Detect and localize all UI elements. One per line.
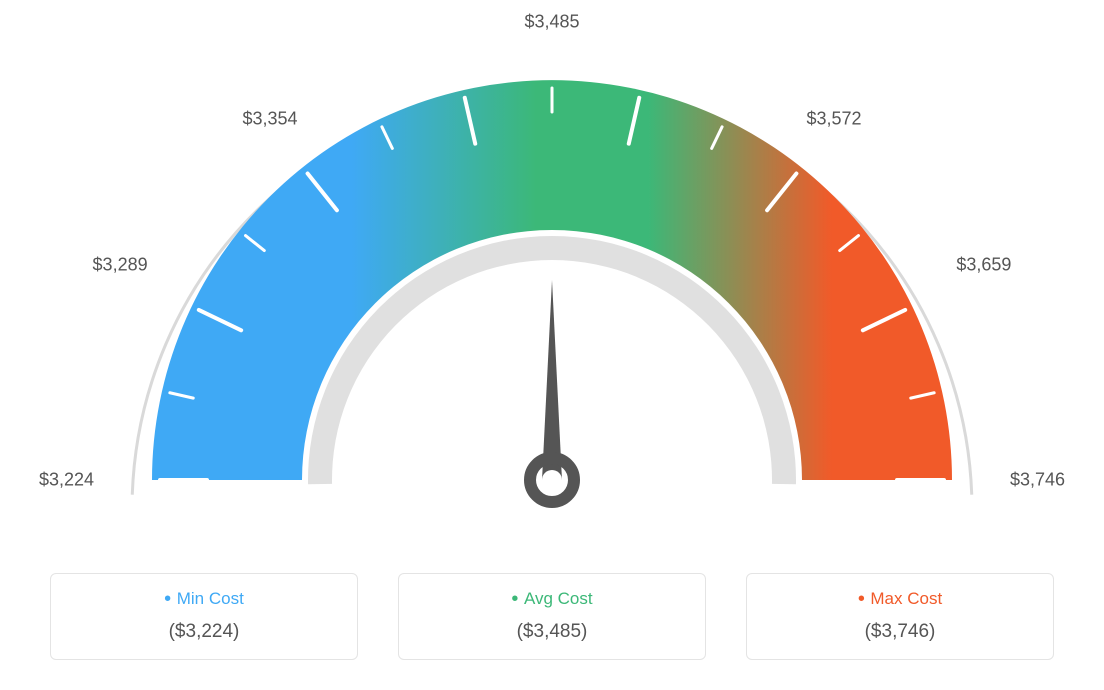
gauge-tick-label: $3,289 [93,254,148,275]
gauge-tick-label: $3,354 [242,109,297,130]
gauge-tick-label: $3,224 [39,470,94,491]
gauge-tick-label: $3,746 [1010,470,1065,491]
legend-min-value: ($3,224) [69,621,339,643]
legend-min-label: Min Cost [69,588,339,611]
gauge-tick-label: $3,485 [524,12,579,33]
legend-max: Max Cost ($3,746) [746,573,1054,660]
gauge-tick-label: $3,572 [806,109,861,130]
legend-avg-label: Avg Cost [417,588,687,611]
legend-max-label: Max Cost [765,588,1035,611]
legend-row: Min Cost ($3,224) Avg Cost ($3,485) Max … [0,573,1104,660]
legend-avg: Avg Cost ($3,485) [398,573,706,660]
legend-max-value: ($3,746) [765,621,1035,643]
cost-gauge [0,0,1104,540]
legend-avg-value: ($3,485) [417,621,687,643]
legend-min: Min Cost ($3,224) [50,573,358,660]
gauge-tick-label: $3,659 [956,254,1011,275]
